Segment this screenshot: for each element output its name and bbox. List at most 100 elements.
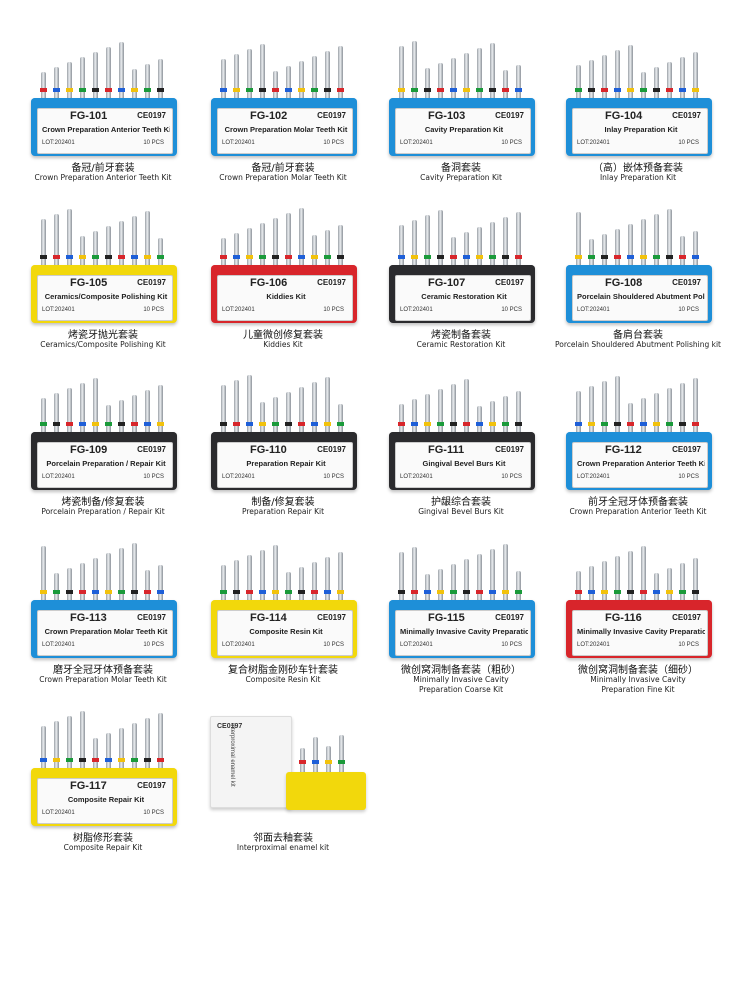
bur-color-band	[298, 88, 305, 92]
kit-card[interactable]: FG-112 CE0197 Crown Preparation Anterior T…	[563, 372, 743, 532]
label-plate: FG-108 CE0197 Porcelain Shouldered Abutmen…	[572, 275, 708, 321]
bur-color-band	[640, 88, 647, 92]
bur	[131, 395, 138, 436]
bur-stand: FG-114 CE0197 Composite Resin Kit LOT:20240…	[211, 600, 357, 658]
bur	[157, 565, 164, 604]
kit-card[interactable]: FG-116 CE0197 Minimally Invasive Cavity Pr…	[563, 540, 743, 700]
bur	[411, 220, 418, 269]
bur	[424, 215, 431, 269]
lot-number: LOT:202401	[42, 810, 75, 816]
kit-code: FG-106	[250, 277, 288, 289]
bur	[40, 219, 47, 269]
kit-card[interactable]: FG-113 CE0197 Crown Preparation Molar Teet…	[28, 540, 208, 700]
bur	[489, 401, 496, 436]
caption-english: Crown Preparation Anterior Teeth Kit	[569, 507, 707, 516]
bur	[653, 573, 660, 604]
bur	[246, 228, 253, 269]
caption-english: Minimally Invasive Cavity Preparation Co…	[413, 675, 509, 694]
kit-card[interactable]: FG-101 CE0197 Crown Preparation Anterior T…	[28, 38, 208, 198]
lot-number: LOT:202401	[400, 642, 433, 648]
kit-card-interproximal[interactable]: CE0197 Interproximal enamel kit 邻面去釉套装 Inte…	[208, 708, 388, 868]
bur-set	[211, 205, 357, 269]
kit-label-name: Inlay Preparation Kit	[604, 125, 678, 134]
bur	[614, 556, 621, 604]
bur-stand: FG-116 CE0197 Minimally Invasive Cavity Pr…	[566, 600, 712, 658]
bur	[53, 214, 60, 269]
lot-number: LOT:202401	[577, 642, 610, 648]
bur	[588, 386, 595, 436]
bur	[66, 388, 73, 436]
bur	[575, 212, 582, 269]
bur	[627, 551, 634, 604]
bur-color-band	[692, 88, 699, 92]
bur	[692, 231, 699, 269]
kit-card[interactable]: FG-115 CE0197 Minimally Invasive Cavity Pr…	[386, 540, 566, 700]
kit-code: FG-108	[605, 277, 643, 289]
kit-card[interactable]: FG-107 CE0197 Ceramic Restoration Kit LOT:2…	[386, 205, 566, 365]
bur-color-band	[450, 590, 457, 594]
bur-color-band	[411, 590, 418, 594]
bur	[411, 399, 418, 436]
bur-color-band	[601, 422, 608, 426]
kit-card[interactable]: FG-103 CE0197 Cavity Preparation Kit LOT:20…	[386, 38, 566, 198]
bur	[220, 565, 227, 604]
bur	[40, 726, 47, 772]
label-plate: FG-115 CE0197 Minimally Invasive Cavity Pr…	[395, 610, 531, 656]
bur-color-band	[246, 255, 253, 259]
kit-card[interactable]: FG-111 CE0197 Gingival Bevel Burs Kit LOT:2…	[386, 372, 566, 532]
caption-english: Composite Resin Kit	[245, 675, 321, 684]
bur-stand: FG-108 CE0197 Porcelain Shouldered Abutmen…	[566, 265, 712, 323]
kit-card[interactable]: FG-114 CE0197 Composite Resin Kit LOT:20240…	[208, 540, 388, 700]
piece-count: 10 PCS	[143, 810, 164, 816]
bur-color-band	[157, 422, 164, 426]
bur-set	[31, 205, 177, 269]
bur-color-band	[437, 422, 444, 426]
bur	[614, 50, 621, 102]
kit-code: FG-113	[70, 612, 107, 624]
kit-label-name: Cavity Preparation Kit	[424, 125, 504, 134]
kit-card[interactable]: FG-110 CE0197 Preparation Repair Kit LOT:20…	[208, 372, 388, 532]
lot-number: LOT:202401	[577, 474, 610, 480]
bur-color-band	[450, 88, 457, 92]
bur	[144, 718, 151, 772]
bur-stand: FG-112 CE0197 Crown Preparation Anterior T…	[566, 432, 712, 490]
bur-color-band	[666, 88, 673, 92]
caption-english: Porcelain Shouldered Abutment Polishing …	[555, 340, 721, 349]
kit-card[interactable]: FG-106 CE0197 Kiddies Kit LOT:202401 10 PCS 儿…	[208, 205, 388, 365]
bur	[437, 63, 444, 102]
bur-color-band	[53, 255, 60, 259]
kit-card[interactable]: FG-102 CE0197 Crown Preparation Molar Teet…	[208, 38, 388, 198]
kit-card[interactable]: FG-104 CE0197 Inlay Preparation Kit LOT:202…	[563, 38, 743, 198]
bur	[285, 392, 292, 436]
ce-mark: CE0197	[137, 613, 166, 622]
bur	[679, 57, 686, 102]
bur-color-band	[692, 590, 699, 594]
bur-set	[566, 205, 712, 269]
lot-number: LOT:202401	[400, 140, 433, 146]
bur-color-band	[66, 590, 73, 594]
kit-card[interactable]: FG-117 CE0197 Composite Repair Kit LOT:2024…	[28, 708, 208, 868]
bur-color-band	[92, 422, 99, 426]
bur	[601, 381, 608, 436]
bur-color-band	[575, 88, 582, 92]
bur-stand: FG-107 CE0197 Ceramic Restoration Kit LOT:2…	[389, 265, 535, 323]
bur	[40, 546, 47, 604]
kit-card[interactable]: FG-109 CE0197 Porcelain Preparation / Repa…	[28, 372, 208, 532]
bur-color-band	[627, 590, 634, 594]
bur-color-band	[66, 88, 73, 92]
kit-card[interactable]: FG-108 CE0197 Porcelain Shouldered Abutmen…	[555, 205, 743, 365]
piece-count: 10 PCS	[501, 140, 522, 146]
bur	[53, 573, 60, 604]
ce-mark: CE0197	[137, 278, 166, 287]
bur-color-band	[233, 88, 240, 92]
bur-color-band	[92, 255, 99, 259]
caption-chinese: 树脂修形套装	[73, 833, 133, 844]
bur-color-band	[298, 255, 305, 259]
bur-color-band	[324, 88, 331, 92]
kit-card[interactable]: FG-105 CE0197 Ceramics/Composite Polishing…	[28, 205, 208, 365]
bur-color-band	[79, 422, 86, 426]
bur-stand: FG-104 CE0197 Inlay Preparation Kit LOT:202…	[566, 98, 712, 156]
bur	[601, 55, 608, 102]
piece-count: 10 PCS	[143, 307, 164, 313]
bur	[337, 404, 344, 436]
